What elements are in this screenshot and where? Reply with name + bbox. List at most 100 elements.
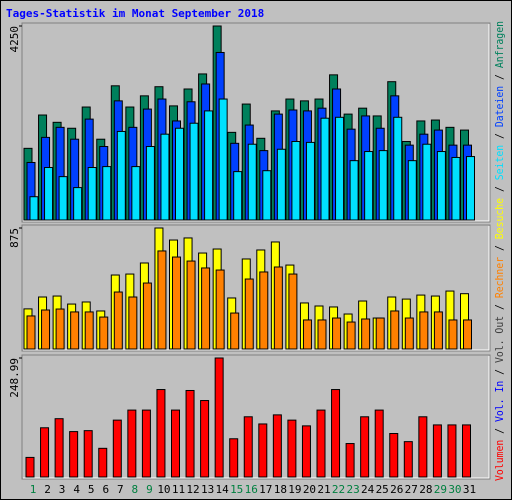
x-tick-label: 30 bbox=[448, 483, 461, 496]
legend-separator: / bbox=[493, 422, 506, 440]
legend-entry: Vol. In bbox=[493, 381, 506, 422]
x-tick-label: 4 bbox=[73, 483, 80, 496]
bar bbox=[349, 160, 359, 221]
bar bbox=[378, 150, 388, 221]
legend-entry: Dateien bbox=[493, 86, 506, 127]
x-tick-label: 25 bbox=[376, 483, 389, 496]
bar bbox=[215, 269, 225, 350]
legend-separator: / bbox=[493, 239, 506, 257]
panel-bevel bbox=[23, 226, 490, 351]
bar bbox=[218, 98, 228, 221]
bar bbox=[462, 424, 471, 478]
bar bbox=[116, 130, 126, 221]
bar bbox=[145, 146, 155, 221]
bar bbox=[83, 430, 93, 478]
bar bbox=[364, 151, 374, 221]
y-tick-label: 875 bbox=[8, 228, 21, 248]
x-tick-label: 13 bbox=[201, 483, 214, 496]
bar bbox=[345, 443, 355, 478]
bar bbox=[233, 171, 243, 221]
bar bbox=[243, 416, 253, 478]
x-tick-label: 23 bbox=[346, 483, 359, 496]
x-tick-label: 15 bbox=[230, 483, 243, 496]
bar bbox=[346, 321, 356, 350]
bar bbox=[244, 278, 254, 350]
bar bbox=[201, 267, 211, 350]
legend: Volumen / Vol. In / Vol. Out / Rechner /… bbox=[493, 21, 506, 481]
x-tick-label: 31 bbox=[463, 483, 476, 496]
x-tick-label: 21 bbox=[317, 483, 330, 496]
bar bbox=[287, 419, 297, 478]
x-tick-label: 19 bbox=[288, 483, 301, 496]
x-tick-label: 29 bbox=[434, 483, 447, 496]
bar bbox=[258, 423, 268, 478]
bar bbox=[320, 117, 330, 221]
bar bbox=[175, 127, 184, 221]
bar bbox=[87, 167, 97, 221]
x-tick-label: 18 bbox=[274, 483, 287, 496]
bar bbox=[229, 438, 239, 478]
x-tick-label: 12 bbox=[186, 483, 199, 496]
bar bbox=[317, 319, 327, 350]
bar bbox=[332, 317, 342, 350]
bar bbox=[186, 260, 196, 350]
bar bbox=[214, 357, 224, 478]
bar bbox=[259, 271, 269, 350]
bar bbox=[375, 317, 385, 350]
y-tick-label: 248.99 bbox=[8, 358, 21, 398]
bar bbox=[291, 140, 301, 221]
x-tick-label: 16 bbox=[245, 483, 258, 496]
bar bbox=[58, 176, 68, 221]
bar bbox=[272, 414, 282, 478]
x-tick-label: 11 bbox=[172, 483, 185, 496]
bar bbox=[448, 319, 458, 350]
bar bbox=[404, 317, 414, 350]
bar bbox=[40, 427, 50, 478]
bar bbox=[466, 156, 475, 221]
bar bbox=[131, 166, 141, 221]
bar bbox=[418, 416, 428, 478]
bar bbox=[422, 143, 432, 221]
bar bbox=[25, 456, 35, 478]
bar bbox=[374, 409, 384, 478]
bar bbox=[361, 318, 371, 350]
bar bbox=[276, 148, 286, 221]
bar bbox=[26, 315, 36, 350]
bar bbox=[288, 273, 298, 350]
x-tick-label: 17 bbox=[259, 483, 272, 496]
x-tick-label: 8 bbox=[132, 483, 139, 496]
bar bbox=[305, 141, 315, 221]
bar bbox=[230, 312, 240, 350]
bar bbox=[407, 160, 417, 221]
legend-separator: / bbox=[493, 180, 506, 198]
x-tick-label: 28 bbox=[419, 483, 432, 496]
bar bbox=[335, 116, 345, 221]
bar bbox=[55, 308, 65, 350]
legend-entry: Vol. Out bbox=[493, 316, 506, 363]
bar bbox=[128, 296, 138, 350]
bar bbox=[112, 419, 122, 478]
legend-separator: / bbox=[493, 363, 506, 381]
panel-bevel bbox=[23, 24, 490, 222]
bar bbox=[113, 291, 123, 350]
bar bbox=[433, 311, 443, 350]
bar bbox=[70, 311, 80, 350]
x-tick-label: 14 bbox=[216, 483, 230, 496]
bar bbox=[185, 389, 195, 478]
bar bbox=[463, 319, 472, 350]
bar bbox=[389, 433, 399, 478]
x-tick-label: 24 bbox=[361, 483, 375, 496]
bar bbox=[99, 316, 109, 350]
legend-entry: Seiten bbox=[493, 145, 506, 180]
x-tick-label: 1 bbox=[30, 483, 37, 496]
bar bbox=[360, 416, 370, 478]
bar bbox=[273, 266, 283, 350]
bar bbox=[451, 156, 461, 221]
x-tick-label: 20 bbox=[303, 483, 316, 496]
bar bbox=[393, 116, 403, 221]
bar bbox=[160, 133, 170, 221]
bar bbox=[432, 424, 442, 478]
bar bbox=[156, 389, 166, 478]
